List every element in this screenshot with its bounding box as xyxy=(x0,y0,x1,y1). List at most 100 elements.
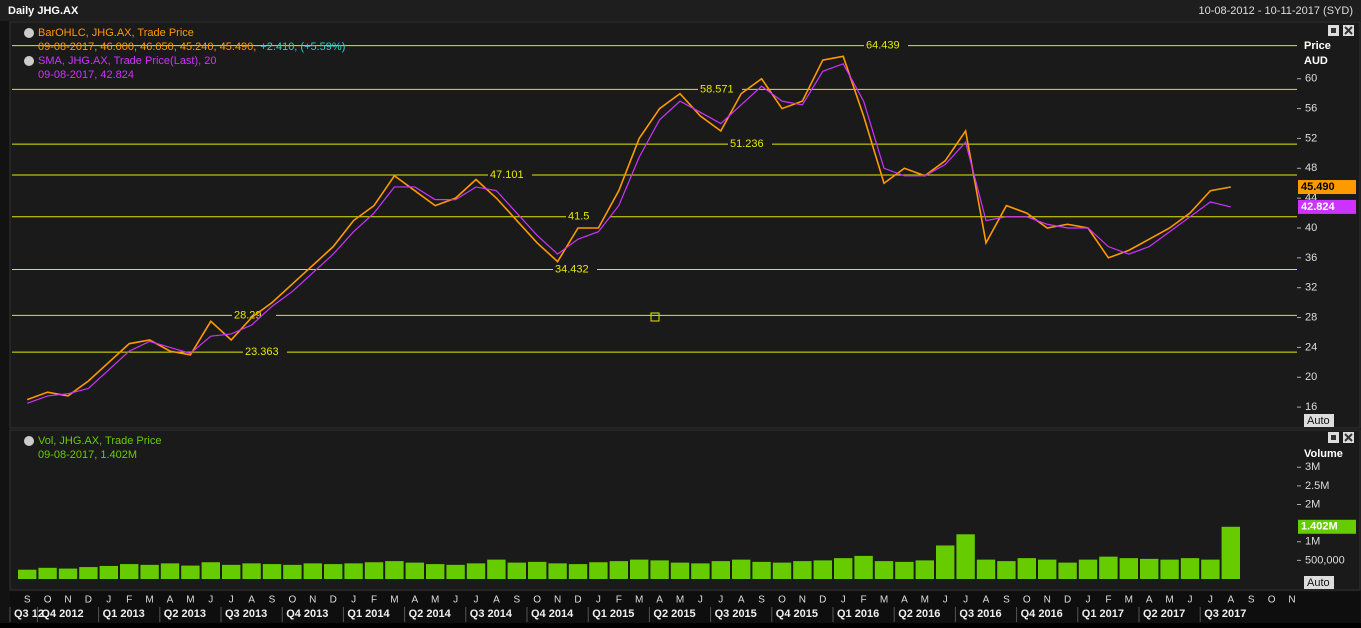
volume-bar xyxy=(487,559,506,579)
legend-detail: 09-08-2017, 42.824 xyxy=(38,69,134,81)
quarter-label: Q2 2016 xyxy=(898,608,940,620)
month-label: A xyxy=(493,595,500,606)
volume-bar xyxy=(976,559,996,579)
month-label: O xyxy=(1268,595,1276,606)
quarter-label: Q3 2013 xyxy=(225,608,267,620)
volume-bar xyxy=(181,565,200,579)
level-label: 58.571 xyxy=(700,83,734,95)
volume-bar xyxy=(79,567,98,579)
volume-bar xyxy=(426,564,445,579)
last-value-label: 45.490 xyxy=(1301,181,1335,193)
volume-bar xyxy=(1160,559,1179,579)
month-label: J xyxy=(229,595,234,606)
y-tick-label: 52 xyxy=(1305,132,1317,144)
volume-bar xyxy=(201,562,220,579)
scale-button-label[interactable]: Auto xyxy=(1307,577,1330,589)
maximize-button[interactable] xyxy=(1328,25,1339,36)
title-bar xyxy=(0,0,1361,21)
quarter-label: Q4 2016 xyxy=(1021,608,1063,620)
month-label: F xyxy=(371,595,377,606)
volume-bar xyxy=(1221,526,1240,579)
maximize-button[interactable] xyxy=(1328,432,1339,443)
month-label: M xyxy=(390,595,398,606)
volume-bar xyxy=(874,561,894,579)
price-line xyxy=(26,63,1231,404)
price-panel xyxy=(9,21,1361,429)
month-label: M xyxy=(921,595,929,606)
month-label: O xyxy=(44,595,52,606)
volume-bar xyxy=(364,562,384,579)
scale-button[interactable] xyxy=(1304,414,1334,427)
close-button[interactable] xyxy=(1343,25,1354,36)
y-tick-label: 2M xyxy=(1305,498,1320,510)
legend-icon[interactable] xyxy=(24,28,34,38)
volume-bar xyxy=(793,561,812,579)
quarter-label: Q1 2015 xyxy=(592,608,634,620)
volume-bar xyxy=(324,564,343,579)
month-label: M xyxy=(635,595,643,606)
last-value-tag xyxy=(1298,180,1356,195)
month-label: O xyxy=(778,595,786,606)
volume-bar xyxy=(568,564,588,579)
volume-bar xyxy=(1180,558,1200,579)
y-tick-label: 20 xyxy=(1305,371,1317,383)
month-label: A xyxy=(1146,595,1153,606)
month-label: S xyxy=(1248,595,1255,606)
legend-icon[interactable] xyxy=(24,56,34,66)
month-label: M xyxy=(1165,595,1173,606)
month-label: F xyxy=(1105,595,1111,606)
month-label: O xyxy=(1023,595,1031,606)
level-label-bg xyxy=(553,263,597,276)
month-label: N xyxy=(1288,595,1295,606)
month-label: J xyxy=(1086,595,1091,606)
legend-detail: 09-08-2017, 1.402M xyxy=(38,449,137,461)
volume-bar xyxy=(711,561,730,579)
quarter-label: Q3 2015 xyxy=(715,608,757,620)
quarter-label: Q4 2014 xyxy=(531,608,574,620)
level-label-bg xyxy=(728,138,772,151)
volume-bar xyxy=(58,568,78,579)
month-label: N xyxy=(799,595,806,606)
month-label: A xyxy=(248,595,255,606)
axis-title: AUD xyxy=(1304,55,1328,67)
y-tick-label: 40 xyxy=(1305,222,1317,234)
month-label: N xyxy=(1044,595,1051,606)
legend-icon[interactable] xyxy=(24,436,34,446)
date-range: 10-08-2012 - 10-11-2017 (SYD) xyxy=(1199,5,1354,17)
y-tick-label: 56 xyxy=(1305,102,1317,114)
month-label: S xyxy=(269,595,276,606)
month-label: J xyxy=(963,595,968,606)
month-label: A xyxy=(738,595,745,606)
volume-bar xyxy=(854,555,873,579)
volume-bar xyxy=(895,561,914,579)
y-tick-label: 48 xyxy=(1305,162,1317,174)
volume-bar xyxy=(385,561,404,579)
month-label: M xyxy=(431,595,439,606)
scale-button-label[interactable]: Auto xyxy=(1307,415,1330,427)
month-label: J xyxy=(208,595,213,606)
month-label: N xyxy=(554,595,561,606)
month-label: J xyxy=(596,595,601,606)
quarter-label: Q2 2015 xyxy=(653,608,695,620)
volume-bar xyxy=(262,564,282,579)
last-value-label: 1.402M xyxy=(1301,521,1338,533)
month-label: A xyxy=(901,595,908,606)
month-label: M xyxy=(145,595,153,606)
volume-bar xyxy=(242,563,261,579)
handle[interactable] xyxy=(650,312,660,322)
close-button[interactable] xyxy=(1343,432,1354,443)
volume-bar xyxy=(1017,558,1036,579)
volume-bar xyxy=(466,563,486,579)
scale-button[interactable] xyxy=(1304,576,1334,589)
volume-bar xyxy=(936,545,955,579)
month-label: A xyxy=(411,595,418,606)
quarter-label: Q1 2013 xyxy=(103,608,145,620)
month-label: J xyxy=(351,595,356,606)
volume-bar xyxy=(1058,562,1077,579)
volume-bar xyxy=(283,564,302,579)
month-label: A xyxy=(167,595,174,606)
level-label: 28.29 xyxy=(234,309,262,321)
month-label: M xyxy=(676,595,684,606)
month-label: J xyxy=(841,595,846,606)
